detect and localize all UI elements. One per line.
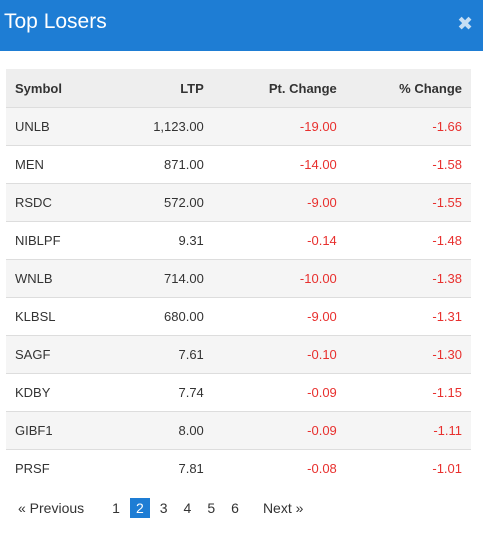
cell-pct-change: -1.01 [345,449,471,488]
column-header-symbol[interactable]: Symbol [6,69,107,108]
cell-ltp: 8.00 [106,411,213,450]
table-row[interactable]: NIBLPF 9.31 -0.14 -1.48 [6,221,471,260]
cell-ltp: 9.31 [106,221,213,260]
page-6-button[interactable]: 6 [231,500,239,516]
table-row[interactable]: MEN 871.00 -14.00 -1.58 [6,145,471,184]
cell-symbol[interactable]: UNLB [6,107,107,146]
cell-ltp: 572.00 [106,183,213,222]
cell-pct-change: -1.31 [345,297,471,336]
column-header-ltp[interactable]: LTP [106,69,213,108]
close-icon[interactable]: ✖ [457,14,473,35]
cell-symbol[interactable]: NIBLPF [6,221,107,260]
cell-pt-change: -0.08 [212,449,346,488]
cell-ltp: 7.61 [106,335,213,374]
cell-ltp: 1,123.00 [106,107,213,146]
page-4-button[interactable]: 4 [183,500,192,516]
cell-pct-change: -1.66 [345,107,471,146]
table-row[interactable]: SAGF 7.61 -0.10 -1.30 [6,335,471,374]
cell-pt-change: -14.00 [212,145,346,184]
table-row[interactable]: GIBF1 8.00 -0.09 -1.11 [6,411,471,450]
table-header-row: Symbol LTP Pt. Change % Change [6,69,471,108]
losers-table-container: Symbol LTP Pt. Change % Change UNLB 1,123… [6,69,471,488]
dialog-header: Top Losers ✖ [0,0,483,51]
cell-pct-change: -1.15 [345,373,471,412]
table-row[interactable]: WNLB 714.00 -10.00 -1.38 [6,259,471,298]
cell-symbol[interactable]: SAGF [6,335,107,374]
cell-ltp: 7.81 [106,449,213,488]
page-2-button[interactable]: 2 [129,498,150,518]
page-5-button[interactable]: 5 [207,500,216,516]
table-row[interactable]: UNLB 1,123.00 -19.00 -1.66 [6,107,471,146]
cell-pt-change: -0.14 [212,221,346,260]
cell-pt-change: -0.09 [212,411,346,450]
cell-pt-change: -10.00 [212,259,346,298]
cell-pt-change: -0.09 [212,373,346,412]
table-row[interactable]: RSDC 572.00 -9.00 -1.55 [6,183,471,222]
table-row[interactable]: KLBSL 680.00 -9.00 -1.31 [6,297,471,336]
cell-symbol[interactable]: KDBY [6,373,107,412]
cell-pct-change: -1.55 [345,183,471,222]
cell-ltp: 7.74 [106,373,213,412]
cell-pt-change: -9.00 [212,183,346,222]
cell-pt-change: -0.10 [212,335,346,374]
cell-symbol[interactable]: RSDC [6,183,107,222]
dialog-title: Top Losers [4,9,107,33]
cell-pt-change: -9.00 [212,297,346,336]
table-row[interactable]: PRSF 7.81 -0.08 -1.01 [6,449,471,488]
cell-symbol[interactable]: WNLB [6,259,107,298]
cell-symbol[interactable]: KLBSL [6,297,107,336]
cell-pct-change: -1.30 [345,335,471,374]
cell-pct-change: -1.48 [345,221,471,260]
losers-table: Symbol LTP Pt. Change % Change UNLB 1,123… [6,69,471,488]
previous-page-button[interactable]: « Previous [18,500,85,516]
cell-ltp: 714.00 [106,259,213,298]
column-header-pt-change[interactable]: Pt. Change [212,69,346,108]
cell-symbol[interactable]: PRSF [6,449,107,488]
cell-ltp: 680.00 [106,297,213,336]
cell-pct-change: -1.11 [345,411,471,450]
column-header-pct-change[interactable]: % Change [345,69,471,108]
cell-symbol[interactable]: GIBF1 [6,411,107,450]
cell-pct-change: -1.38 [345,259,471,298]
cell-pct-change: -1.58 [345,145,471,184]
table-row[interactable]: KDBY 7.74 -0.09 -1.15 [6,373,471,412]
cell-ltp: 871.00 [106,145,213,184]
cell-pt-change: -19.00 [212,107,346,146]
page-3-button[interactable]: 3 [159,500,168,516]
page-1-button[interactable]: 1 [112,500,120,516]
cell-symbol[interactable]: MEN [6,145,107,184]
next-page-button[interactable]: Next » [262,500,304,516]
